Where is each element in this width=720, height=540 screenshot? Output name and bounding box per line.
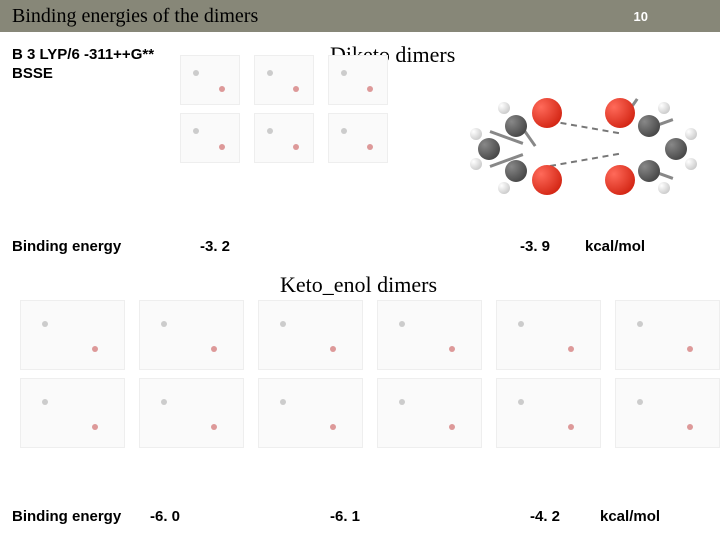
dimer-3d-structure	[470, 70, 700, 220]
structure-thumb	[20, 300, 125, 370]
ketoenol-value-3: -4. 2	[530, 508, 560, 525]
binding-energy-label: Binding energy	[12, 238, 121, 255]
structure-thumb	[258, 378, 363, 448]
oxygen-atom	[532, 165, 562, 195]
structure-thumb	[496, 378, 601, 448]
hydrogen-atom	[470, 128, 482, 140]
title-bar: Binding energies of the dimers 10	[0, 0, 720, 32]
structure-thumb	[615, 378, 720, 448]
heading-ketoenol: Keto_enol dimers	[280, 272, 437, 298]
structure-thumb	[180, 113, 240, 163]
hydrogen-atom	[685, 128, 697, 140]
page-number: 10	[634, 9, 648, 24]
carbon-atom	[478, 138, 500, 160]
structure-thumb	[328, 113, 388, 163]
structure-thumb	[254, 55, 314, 105]
oxygen-atom	[605, 98, 635, 128]
structure-thumb	[496, 300, 601, 370]
slide-title: Binding energies of the dimers	[12, 5, 258, 28]
carbon-atom	[505, 115, 527, 137]
oxygen-atom	[605, 165, 635, 195]
diketo-structures-grid	[180, 55, 388, 163]
carbon-atom	[665, 138, 687, 160]
hydrogen-atom	[658, 102, 670, 114]
ketoenol-structures-grid	[20, 300, 720, 448]
hydrogen-atom	[658, 182, 670, 194]
method-block: B 3 LYP/6 -311++G** BSSE	[12, 46, 154, 84]
carbon-atom	[505, 160, 527, 182]
unit-label: kcal/mol	[585, 238, 645, 255]
ketoenol-value-2: -6. 1	[330, 508, 360, 525]
hydrogen-atom	[685, 158, 697, 170]
oxygen-atom	[532, 98, 562, 128]
method-line-1: B 3 LYP/6 -311++G**	[12, 46, 154, 65]
hydrogen-atom	[498, 102, 510, 114]
structure-thumb	[615, 300, 720, 370]
structure-thumb	[377, 378, 482, 448]
diketo-value-2: -3. 9	[520, 238, 550, 255]
unit-label: kcal/mol	[600, 508, 660, 525]
hydrogen-atom	[498, 182, 510, 194]
binding-energy-label: Binding energy	[12, 508, 121, 525]
method-line-2: BSSE	[12, 65, 154, 84]
structure-thumb	[180, 55, 240, 105]
structure-thumb	[20, 378, 125, 448]
structure-thumb	[254, 113, 314, 163]
carbon-atom	[638, 115, 660, 137]
ketoenol-value-1: -6. 0	[150, 508, 180, 525]
diketo-value-1: -3. 2	[200, 238, 230, 255]
hydrogen-atom	[470, 158, 482, 170]
structure-thumb	[328, 55, 388, 105]
structure-thumb	[258, 300, 363, 370]
carbon-atom	[638, 160, 660, 182]
structure-thumb	[139, 300, 244, 370]
structure-thumb	[377, 300, 482, 370]
structure-thumb	[139, 378, 244, 448]
